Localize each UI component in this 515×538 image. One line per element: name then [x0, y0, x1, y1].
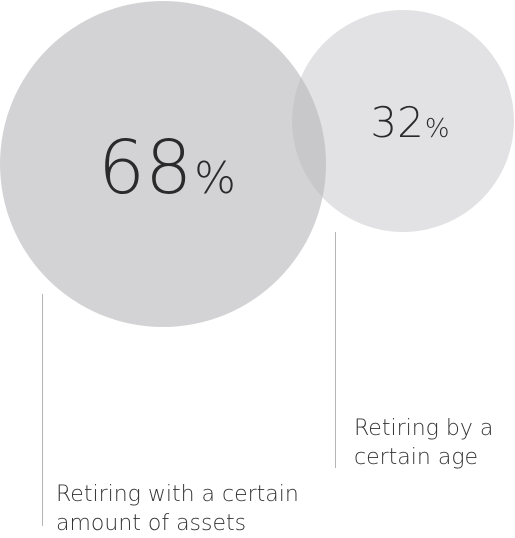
value-label-age: 32%	[370, 98, 449, 147]
bubble-age	[292, 10, 514, 232]
series-label-age-line2: certain age	[354, 445, 479, 470]
series-label-age-line1: Retiring by a	[354, 416, 494, 441]
series-label-assets-line2: amount of assets	[56, 511, 247, 536]
value-assets-unit: %	[194, 153, 236, 204]
leader-line-age	[335, 232, 336, 468]
series-label-age: Retiring by a certain age	[354, 414, 493, 472]
series-label-assets: Retiring with a certain amount of assets	[56, 480, 299, 538]
leader-line-assets	[42, 294, 43, 526]
value-label-assets: 68%	[98, 125, 236, 211]
series-label-assets-line1: Retiring with a certain	[56, 482, 299, 507]
bubble-assets	[0, 1, 326, 327]
value-assets-number: 68	[98, 125, 192, 211]
value-age-unit: %	[425, 114, 450, 144]
value-age-number: 32	[370, 98, 423, 147]
